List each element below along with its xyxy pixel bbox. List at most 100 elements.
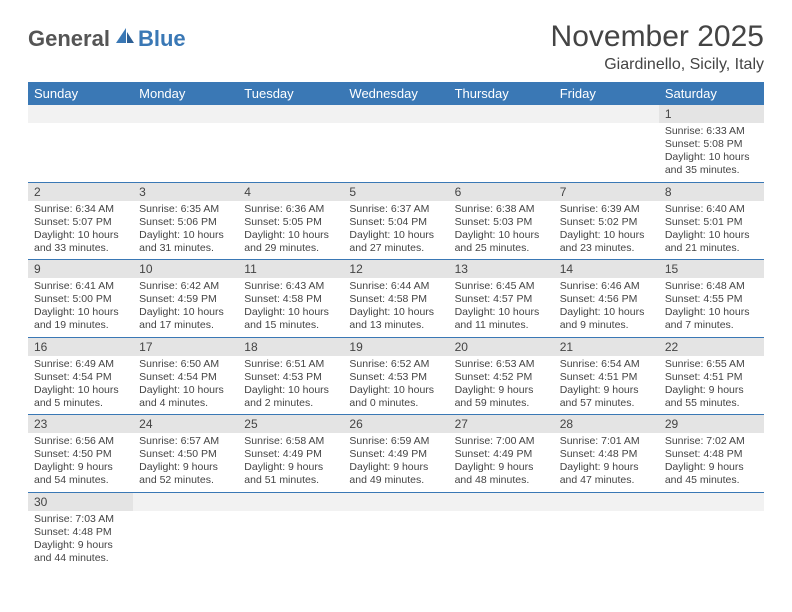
day-line: Sunset: 4:51 PM — [665, 371, 758, 384]
day-line: Sunset: 4:51 PM — [560, 371, 653, 384]
day-line: and 31 minutes. — [139, 242, 232, 255]
day-cell: 29Sunrise: 7:02 AMSunset: 4:48 PMDayligh… — [659, 415, 764, 493]
day-line: Sunrise: 6:33 AM — [665, 125, 758, 138]
day-cell: 10Sunrise: 6:42 AMSunset: 4:59 PMDayligh… — [133, 260, 238, 338]
day-line — [665, 526, 758, 539]
day-line: and 33 minutes. — [34, 242, 127, 255]
day-line: Daylight: 9 hours — [560, 461, 653, 474]
day-line: Sunrise: 6:44 AM — [349, 280, 442, 293]
day-content: Sunrise: 6:49 AMSunset: 4:54 PMDaylight:… — [28, 356, 133, 415]
day-line: Daylight: 9 hours — [139, 461, 232, 474]
day-line — [244, 164, 337, 177]
day-content: Sunrise: 6:35 AMSunset: 5:06 PMDaylight:… — [133, 201, 238, 260]
day-line: Sunrise: 6:39 AM — [560, 203, 653, 216]
day-line: Sunset: 4:53 PM — [244, 371, 337, 384]
day-line: Sunset: 4:50 PM — [139, 448, 232, 461]
day-line: Sunrise: 6:54 AM — [560, 358, 653, 371]
day-line: Daylight: 10 hours — [244, 384, 337, 397]
day-line: Sunrise: 6:59 AM — [349, 435, 442, 448]
day-line: Daylight: 9 hours — [560, 384, 653, 397]
day-content: Sunrise: 6:36 AMSunset: 5:05 PMDaylight:… — [238, 201, 343, 260]
day-line: Sunrise: 6:38 AM — [455, 203, 548, 216]
day-content: Sunrise: 6:51 AMSunset: 4:53 PMDaylight:… — [238, 356, 343, 415]
day-cell — [554, 492, 659, 569]
day-content: Sunrise: 6:57 AMSunset: 4:50 PMDaylight:… — [133, 433, 238, 492]
day-line — [455, 552, 548, 565]
day-line: Sunrise: 7:03 AM — [34, 513, 127, 526]
day-number: 14 — [554, 260, 659, 278]
week-row: 30Sunrise: 7:03 AMSunset: 4:48 PMDayligh… — [28, 492, 764, 569]
day-number: 23 — [28, 415, 133, 433]
day-line: Sunrise: 6:48 AM — [665, 280, 758, 293]
day-line: Sunrise: 6:41 AM — [34, 280, 127, 293]
day-content — [133, 511, 238, 570]
day-cell: 28Sunrise: 7:01 AMSunset: 4:48 PMDayligh… — [554, 415, 659, 493]
day-line — [139, 138, 232, 151]
dayname: Monday — [133, 82, 238, 105]
day-line: and 55 minutes. — [665, 397, 758, 410]
day-line — [349, 513, 442, 526]
day-content: Sunrise: 6:43 AMSunset: 4:58 PMDaylight:… — [238, 278, 343, 337]
day-number: 18 — [238, 338, 343, 356]
day-line — [139, 552, 232, 565]
day-line: Daylight: 9 hours — [455, 461, 548, 474]
day-cell: 7Sunrise: 6:39 AMSunset: 5:02 PMDaylight… — [554, 182, 659, 260]
day-cell: 22Sunrise: 6:55 AMSunset: 4:51 PMDayligh… — [659, 337, 764, 415]
day-line: Sunset: 4:58 PM — [349, 293, 442, 306]
day-content: Sunrise: 6:50 AMSunset: 4:54 PMDaylight:… — [133, 356, 238, 415]
day-line: Sunset: 5:08 PM — [665, 138, 758, 151]
day-content: Sunrise: 6:54 AMSunset: 4:51 PMDaylight:… — [554, 356, 659, 415]
day-content — [659, 511, 764, 570]
day-line: Sunset: 5:02 PM — [560, 216, 653, 229]
day-content: Sunrise: 6:45 AMSunset: 4:57 PMDaylight:… — [449, 278, 554, 337]
day-line: Daylight: 10 hours — [139, 384, 232, 397]
week-row: 9Sunrise: 6:41 AMSunset: 5:00 PMDaylight… — [28, 260, 764, 338]
day-line — [455, 539, 548, 552]
day-line — [244, 539, 337, 552]
day-number — [238, 493, 343, 511]
day-line: Sunrise: 6:50 AM — [139, 358, 232, 371]
day-line: Sunrise: 6:52 AM — [349, 358, 442, 371]
day-line — [455, 164, 548, 177]
day-number — [28, 105, 133, 123]
day-line — [455, 125, 548, 138]
day-line: Sunset: 4:49 PM — [455, 448, 548, 461]
day-line: Daylight: 10 hours — [34, 229, 127, 242]
day-line — [34, 151, 127, 164]
day-content: Sunrise: 6:37 AMSunset: 5:04 PMDaylight:… — [343, 201, 448, 260]
day-line: Sunset: 4:48 PM — [34, 526, 127, 539]
day-line — [455, 151, 548, 164]
location: Giardinello, Sicily, Italy — [551, 56, 764, 74]
dayname: Sunday — [28, 82, 133, 105]
day-number — [449, 105, 554, 123]
day-content — [133, 123, 238, 182]
day-line — [349, 151, 442, 164]
day-number — [343, 105, 448, 123]
day-cell — [554, 105, 659, 182]
day-content: Sunrise: 7:01 AMSunset: 4:48 PMDaylight:… — [554, 433, 659, 492]
day-line — [349, 125, 442, 138]
day-content: Sunrise: 6:42 AMSunset: 4:59 PMDaylight:… — [133, 278, 238, 337]
day-content: Sunrise: 6:48 AMSunset: 4:55 PMDaylight:… — [659, 278, 764, 337]
day-content: Sunrise: 6:41 AMSunset: 5:00 PMDaylight:… — [28, 278, 133, 337]
day-line: and 59 minutes. — [455, 397, 548, 410]
day-cell: 25Sunrise: 6:58 AMSunset: 4:49 PMDayligh… — [238, 415, 343, 493]
day-content: Sunrise: 7:00 AMSunset: 4:49 PMDaylight:… — [449, 433, 554, 492]
day-content — [554, 511, 659, 570]
day-number — [343, 493, 448, 511]
day-cell: 5Sunrise: 6:37 AMSunset: 5:04 PMDaylight… — [343, 182, 448, 260]
dayname: Saturday — [659, 82, 764, 105]
day-line: Sunset: 5:03 PM — [455, 216, 548, 229]
day-cell — [238, 105, 343, 182]
day-line: and 19 minutes. — [34, 319, 127, 332]
day-cell: 6Sunrise: 6:38 AMSunset: 5:03 PMDaylight… — [449, 182, 554, 260]
day-number: 24 — [133, 415, 238, 433]
day-line: Daylight: 10 hours — [34, 306, 127, 319]
day-line — [349, 138, 442, 151]
day-line: Daylight: 10 hours — [244, 229, 337, 242]
day-line: Sunrise: 6:40 AM — [665, 203, 758, 216]
day-number: 16 — [28, 338, 133, 356]
day-line: Daylight: 10 hours — [455, 306, 548, 319]
day-line: Sunset: 5:04 PM — [349, 216, 442, 229]
day-line: Sunset: 5:00 PM — [34, 293, 127, 306]
